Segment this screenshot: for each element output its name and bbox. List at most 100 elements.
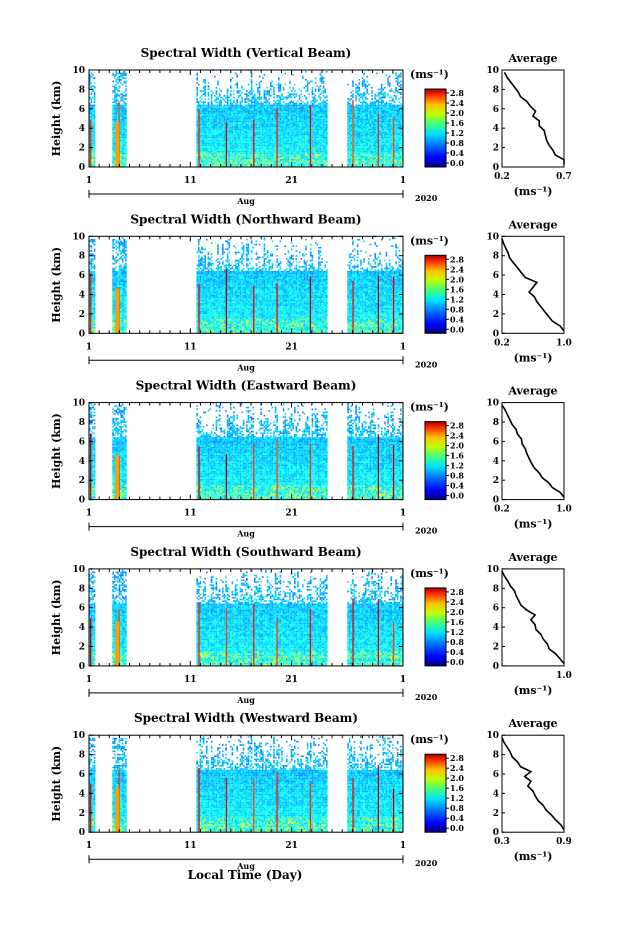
heatmap-cell [206, 113, 208, 115]
heatmap-cell [125, 151, 127, 153]
heatmap-cell [122, 130, 124, 132]
heatmap-cell [212, 141, 214, 143]
heatmap-cell [125, 130, 127, 132]
heatmap-cell [112, 114, 114, 116]
heatmap-cell [120, 130, 122, 132]
heatmap-cell [196, 145, 198, 147]
heatmap-cell [208, 159, 210, 161]
heatmap-cell [209, 156, 211, 158]
heatmap-cell [212, 117, 214, 119]
heatmap-cell [203, 127, 205, 129]
heatmap-cell [217, 145, 219, 147]
heatmap-cell [204, 93, 206, 95]
panel-title: Spectral Width (Vertical Beam) [141, 46, 352, 60]
heatmap-cell [201, 162, 203, 164]
heatmap-cell [209, 125, 211, 127]
heatmap-cell [209, 105, 211, 107]
heatmap-cell [201, 106, 203, 108]
heatmap-cell [120, 105, 122, 107]
heatmap-cell [214, 162, 216, 164]
heatmap-cell [112, 143, 114, 145]
heatmap-cell [203, 122, 205, 124]
heatmap-cell [112, 149, 114, 151]
heatmap-cell [209, 109, 211, 111]
heatmap-cell [114, 130, 116, 132]
heatmap-cell [124, 114, 126, 116]
heatmap-cell [196, 117, 198, 119]
heatmap-cell [200, 146, 202, 148]
heatmap-cell [212, 145, 214, 147]
heatmap-cell [119, 77, 121, 79]
heatmap-cell [125, 117, 127, 119]
heatmap-cell [211, 114, 213, 116]
heatmap-cell [196, 125, 198, 127]
heatmap-cell [212, 146, 214, 148]
heatmap-cell [217, 153, 219, 155]
heatmap-cell [120, 100, 122, 102]
heatmap-cell [208, 141, 210, 143]
heatmap-cell [209, 121, 211, 123]
heatmap-cell [196, 157, 198, 159]
heatmap-cell [125, 105, 127, 107]
heatmap-cell [114, 89, 116, 91]
heatmap-cell [125, 89, 127, 91]
heatmap-cell [125, 74, 127, 76]
heatmap-cell [214, 76, 216, 78]
heatmap-cell [117, 79, 119, 81]
heatmap-cell [211, 157, 213, 159]
heatmap-cell [208, 146, 210, 148]
heatmap-cell [116, 121, 118, 123]
heatmap-cell [196, 111, 198, 113]
heatmap-cell [212, 148, 214, 150]
heatmap-cell [204, 129, 206, 131]
heatmap-cell [114, 132, 116, 134]
heatmap-cell [196, 156, 198, 158]
heatmap-cell [200, 151, 202, 153]
heatmap-cell [114, 114, 116, 116]
heatmap-cell [204, 161, 206, 163]
heatmap-cell [120, 156, 122, 158]
heatmap-cell [206, 116, 208, 118]
heatmap-cell [201, 95, 203, 97]
heatmap-cell [120, 116, 122, 118]
heatmap-cell [201, 108, 203, 110]
heatmap-cell [217, 157, 219, 159]
heatmap-cell [200, 156, 202, 158]
heatmap-cell [196, 87, 198, 89]
heatmap-cell [211, 141, 213, 143]
heatmap-cell [92, 154, 94, 156]
heatmap-cell [216, 137, 218, 139]
heatmap-cell [216, 97, 218, 99]
heatmap-cell [94, 137, 96, 139]
heatmap-cell [204, 85, 206, 87]
heatmap-cell [120, 121, 122, 123]
heatmap-cell [209, 111, 211, 113]
heatmap-cell [112, 153, 114, 155]
heatmap-cell [124, 146, 126, 148]
heatmap-cell [114, 137, 116, 139]
heatmap-cell [211, 106, 213, 108]
heatmap-cell [112, 73, 114, 75]
heatmap-cell [114, 140, 116, 142]
heatmap-cell [212, 162, 214, 164]
heatmap-cell [122, 164, 124, 166]
heatmap-cell [212, 122, 214, 124]
heatmap-cell [200, 132, 202, 134]
heatmap-cell [214, 138, 216, 140]
heatmap-cell [94, 108, 96, 110]
heatmap-cell [92, 145, 94, 147]
heatmap-cell [114, 108, 116, 110]
heatmap-cell [124, 151, 126, 153]
heatmap-cell [92, 111, 94, 113]
heatmap-cell [122, 161, 124, 163]
heatmap-cell [209, 161, 211, 163]
heatmap-cell [206, 154, 208, 156]
heatmap-cell [92, 90, 94, 92]
heatmap-cell [92, 114, 94, 116]
heatmap-cell [200, 90, 202, 92]
heatmap-cell [200, 117, 202, 119]
heatmap-cell [92, 153, 94, 155]
heatmap-cell [122, 151, 124, 153]
heatmap-cell [208, 138, 210, 140]
heatmap-cell [201, 116, 203, 118]
